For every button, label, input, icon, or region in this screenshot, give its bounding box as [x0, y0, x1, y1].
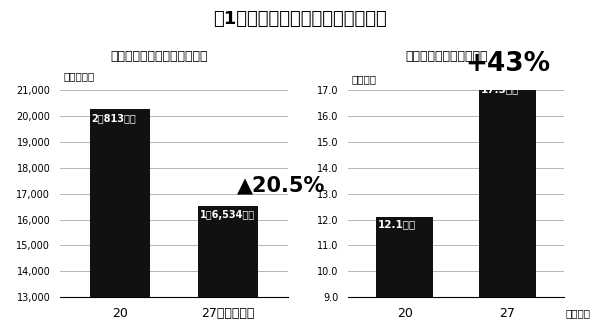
Bar [90, 109, 149, 334]
Text: +43%: +43% [465, 51, 550, 77]
Text: ▲20.5%: ▲20.5% [237, 175, 325, 195]
Text: （億円）: （億円） [351, 74, 376, 85]
Text: 1兆6,534億円: 1兆6,534億円 [200, 210, 255, 220]
Text: 2兆813億円: 2兆813億円 [91, 113, 136, 123]
Text: （千億円）: （千億円） [63, 71, 95, 81]
Text: 第1図　ＪＡぎふ米穀販売高の推移: 第1図 ＪＡぎふ米穀販売高の推移 [213, 10, 387, 28]
Text: 米穀販売高（ＪＡぎふ）: 米穀販売高（ＪＡぎふ） [406, 50, 488, 63]
Text: 主食用米の市場規模（国内）: 主食用米の市場規模（国内） [110, 50, 208, 63]
Bar [376, 217, 433, 334]
Bar [479, 82, 536, 334]
Bar [199, 206, 258, 334]
Text: 17.3億円: 17.3億円 [481, 84, 519, 94]
Text: 12.1億円: 12.1億円 [378, 219, 416, 229]
Text: （年度）: （年度） [565, 308, 590, 318]
